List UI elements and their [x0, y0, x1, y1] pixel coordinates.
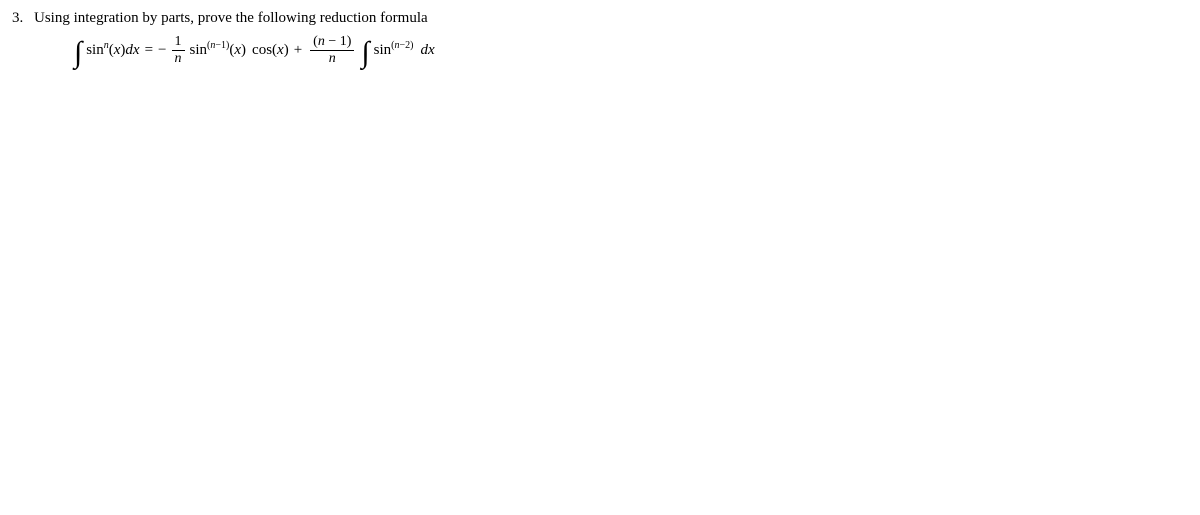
fraction-n-minus-1-over-n: (n − 1) n [310, 35, 354, 66]
integral-symbol-lhs: ∫ [74, 38, 82, 68]
rhs-dx: dx [420, 42, 434, 59]
lhs-sin: sinn(x)dx [86, 42, 139, 59]
equals-sign: = [145, 42, 153, 59]
problem-statement: Using integration by parts, prove the fo… [34, 8, 428, 29]
plus-sign: + [294, 42, 302, 59]
term-sin-n-minus-1: sin(n−1)(x) [190, 42, 247, 59]
term-cos-x: cos(x) [252, 42, 289, 59]
problem-number: 3. [12, 8, 34, 29]
minus-sign: − [158, 42, 166, 59]
fraction-1-over-n: 1 n [172, 35, 185, 66]
problem-line: 3. Using integration by parts, prove the… [12, 8, 1188, 29]
math-expression: ∫ sinn(x)dx = − 1 n sin(n−1)(x) cos(x) +… [72, 35, 435, 66]
reduction-formula: ∫ sinn(x)dx = − 1 n sin(n−1)(x) cos(x) +… [12, 35, 1188, 66]
rhs-sin-n-minus-2: sin(n−2) [374, 42, 414, 59]
integral-symbol-rhs: ∫ [361, 38, 369, 68]
